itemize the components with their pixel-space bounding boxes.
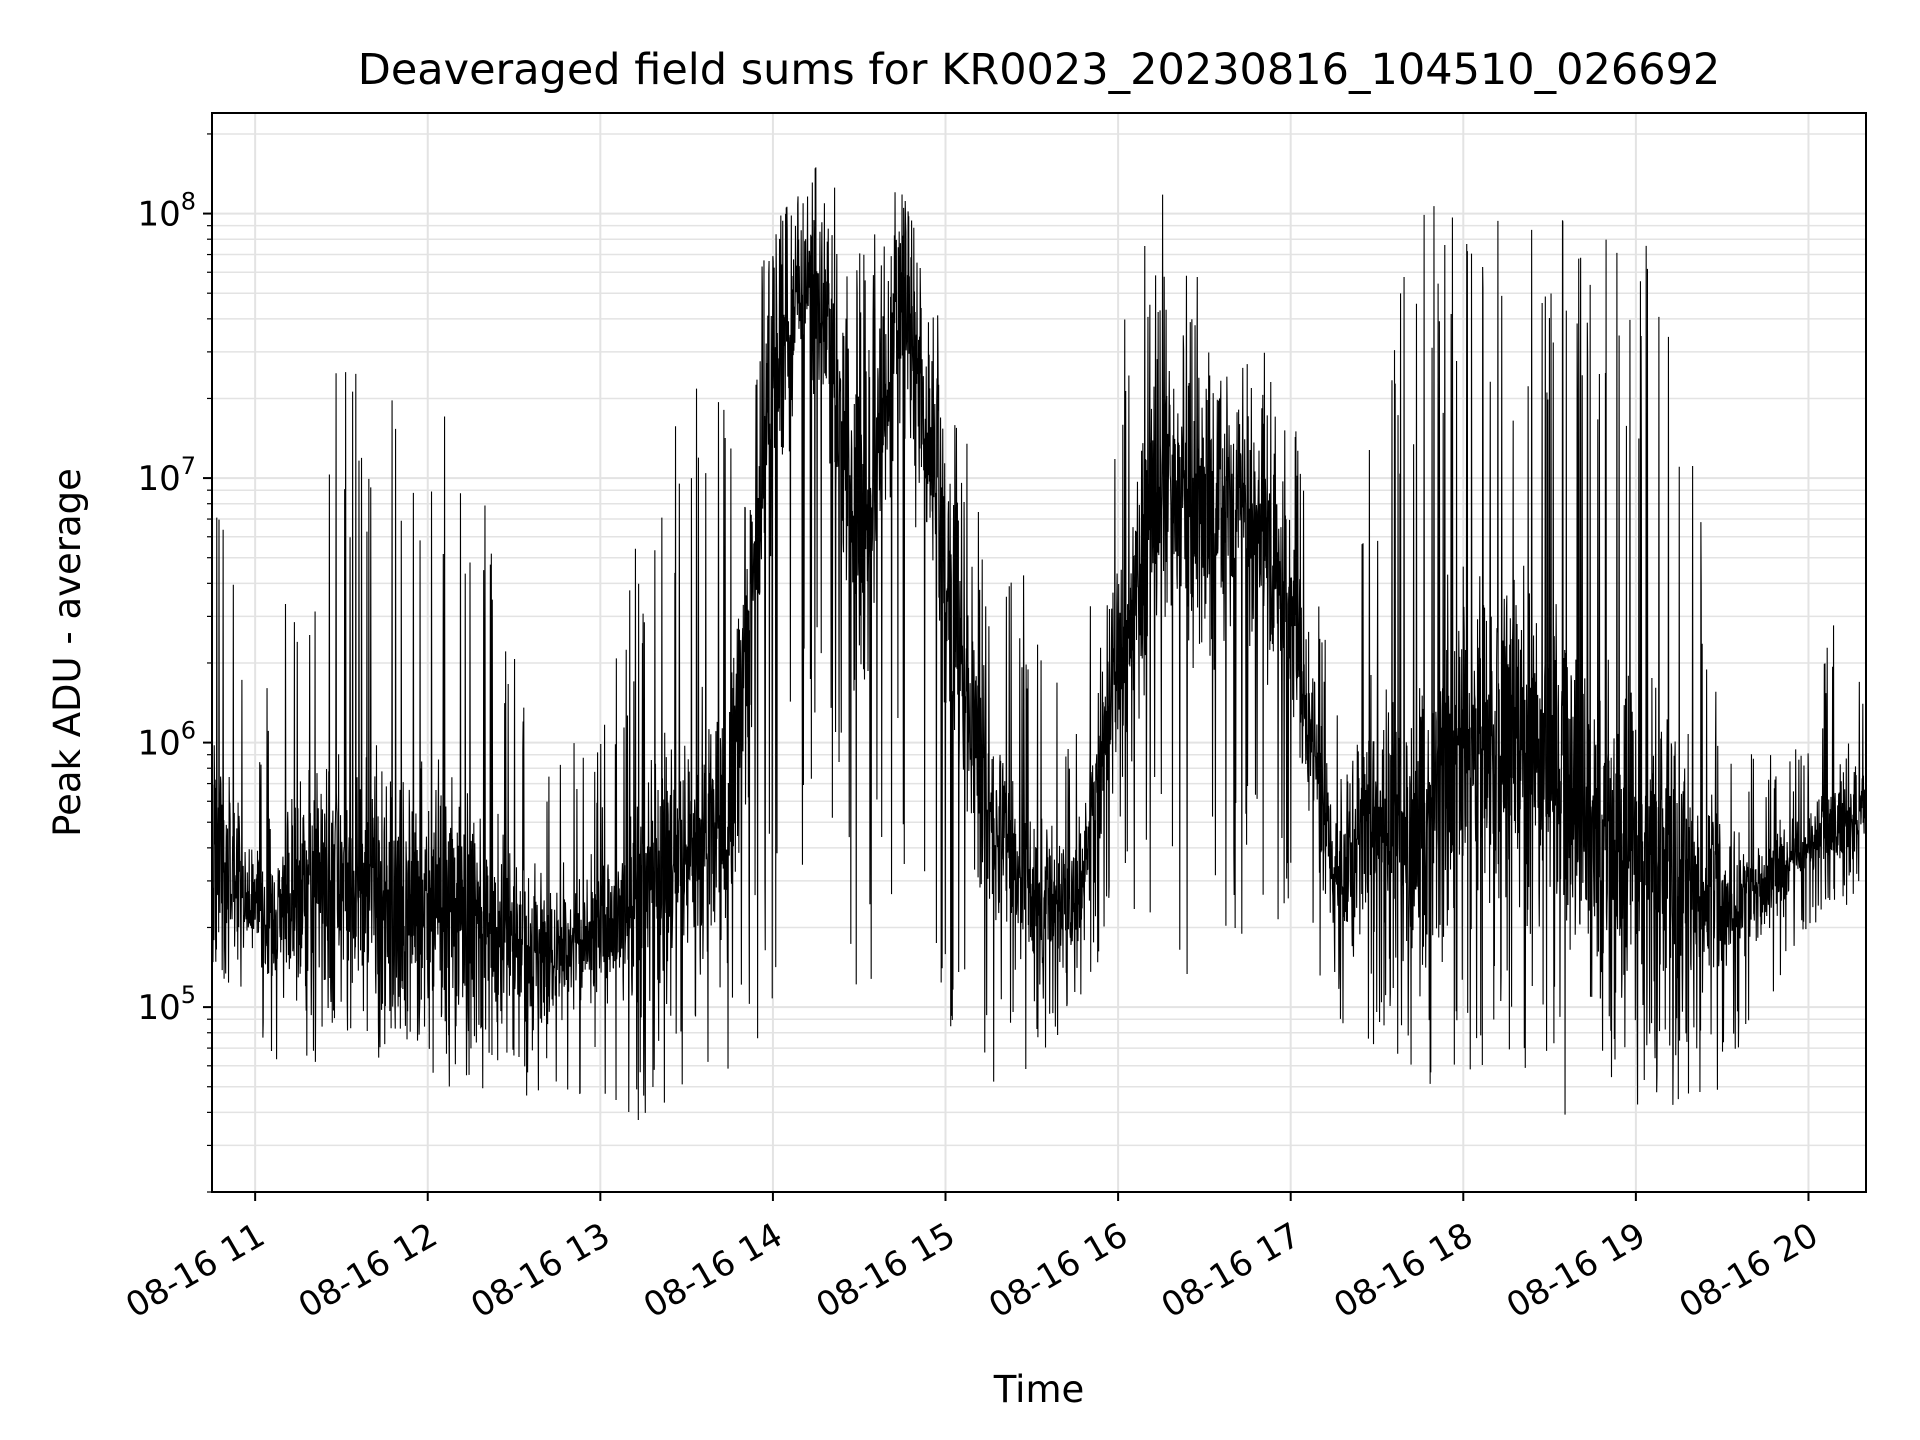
plot-frame (211, 112, 1867, 1193)
y-tick-base: 10 (137, 724, 180, 764)
y-axis-label: Peak ADU - average (46, 468, 89, 837)
y-tick-label: 105 (137, 981, 196, 1028)
x-axis-label: Time (993, 1368, 1085, 1411)
y-tick-base: 10 (137, 459, 180, 499)
y-tick-exponent: 6 (181, 717, 196, 745)
series-line (211, 167, 1867, 1120)
y-tick-exponent: 5 (181, 981, 196, 1009)
y-tick-label: 108 (137, 188, 196, 235)
y-tick-exponent: 7 (181, 452, 196, 480)
chart-title: Deaveraged field sums for KR0023_2023081… (358, 45, 1721, 95)
y-tick-base: 10 (137, 195, 180, 235)
series-layer (211, 167, 1867, 1120)
y-tick-exponent: 8 (181, 188, 196, 216)
y-tick-base: 10 (137, 988, 180, 1028)
y-tick-label: 107 (137, 452, 196, 499)
y-tick-label: 106 (137, 717, 196, 764)
